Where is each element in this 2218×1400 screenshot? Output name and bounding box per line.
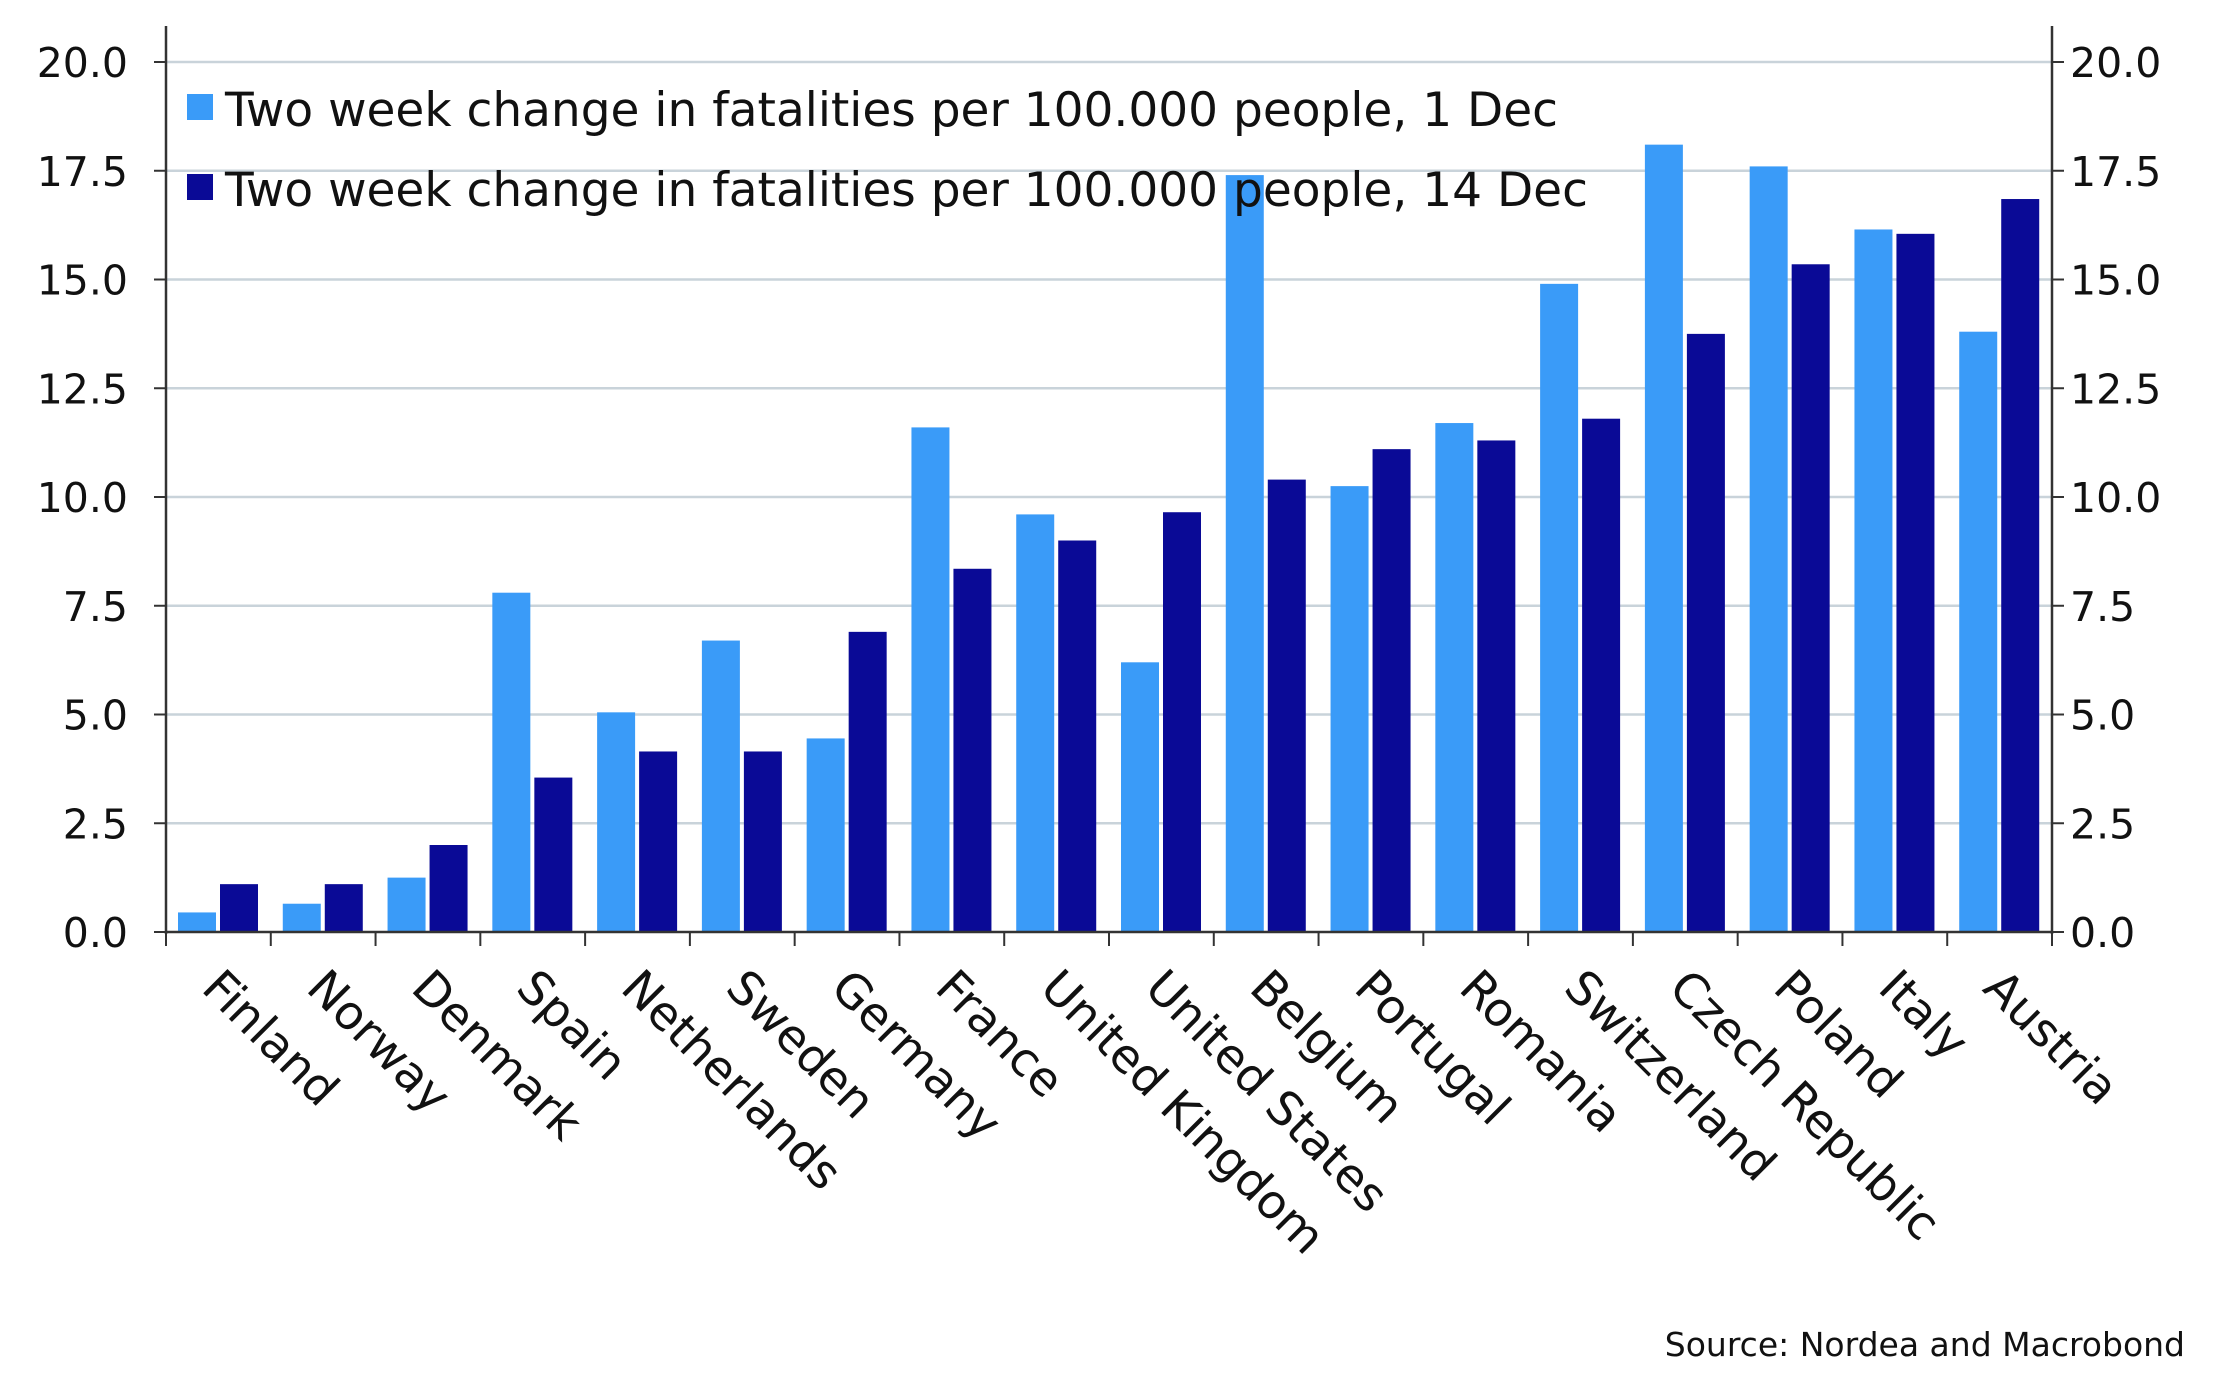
bar-1-dec-spain [492, 592, 531, 932]
legend-swatch-1-dec [187, 94, 213, 120]
bar-1-dec-portugal [1330, 486, 1369, 932]
right-tick-label: 5.0 [2070, 692, 2135, 740]
right-tick-label: 7.5 [2070, 583, 2135, 631]
bar-14-dec-portugal [1372, 449, 1411, 932]
bar-14-dec-belgium [1267, 479, 1306, 932]
bar-1-dec-finland [178, 912, 216, 932]
bar-14-dec-united-states [1163, 512, 1201, 932]
bar-1-dec-belgium [1225, 175, 1264, 933]
bar-14-dec-spain [534, 777, 573, 932]
bar-14-dec-czech-republic [1686, 333, 1725, 932]
right-tick-label: 15.0 [2070, 257, 2161, 305]
right-tick-label: 2.5 [2070, 800, 2135, 848]
right-tick-label: 17.5 [2070, 148, 2161, 196]
bar-14-dec-germany [848, 631, 887, 932]
bar-1-dec-switzerland [1540, 283, 1579, 933]
x-axis-categories: FinlandNorwayDenmarkSpainNetherlandsSwed… [192, 960, 2130, 1266]
bar-1-dec-denmark [387, 877, 426, 932]
legend-label-14-dec: Two week change in fatalities per 100.00… [224, 163, 1588, 218]
bar-1-dec-czech-republic [1644, 144, 1683, 932]
bar-1-dec-united-kingdom [1016, 514, 1055, 932]
left-tick-label: 20.0 [37, 39, 128, 87]
right-tick-label: 10.0 [2070, 474, 2161, 522]
bar-14-dec-france [953, 568, 992, 932]
bar-14-dec-denmark [429, 845, 468, 932]
bar-14-dec-sweden [743, 751, 782, 932]
gridlines [166, 60, 2052, 825]
bar-1-dec-norway [282, 903, 321, 932]
bar-1-dec-netherlands [597, 712, 636, 932]
right-tick-label: 0.0 [2070, 909, 2135, 957]
left-tick-label: 17.5 [37, 148, 128, 196]
bar-14-dec-finland [220, 884, 258, 932]
left-y-axis-ticks: 0.0 2.5 5.0 7.5 10.0 12.5 15.0 17.5 20.0 [37, 39, 166, 957]
bar-14-dec-norway [324, 884, 363, 932]
bar-1-dec-poland [1749, 166, 1788, 932]
axes [164, 26, 2054, 946]
legend: Two week change in fatalities per 100.00… [187, 83, 1588, 218]
bar-1-dec-romania [1435, 423, 1474, 932]
bars [178, 144, 2040, 933]
bar-14-dec-italy [1896, 233, 1935, 932]
legend-label-1-dec: Two week change in fatalities per 100.00… [224, 83, 1558, 138]
bar-14-dec-switzerland [1582, 418, 1621, 932]
right-tick-label: 12.5 [2070, 365, 2161, 413]
bar-14-dec-romania [1477, 440, 1516, 932]
legend-swatch-14-dec [187, 174, 213, 200]
category-label: Austria [1973, 960, 2129, 1116]
left-tick-label: 15.0 [37, 257, 128, 305]
bar-1-dec-italy [1854, 229, 1893, 933]
bar-1-dec-germany [806, 738, 845, 932]
bar-1-dec-united-states [1121, 662, 1159, 932]
bar-14-dec-poland [1791, 264, 1830, 932]
left-tick-label: 2.5 [63, 800, 128, 848]
right-tick-label: 20.0 [2070, 39, 2161, 87]
left-tick-label: 0.0 [63, 909, 128, 957]
left-tick-label: 7.5 [63, 583, 128, 631]
bar-14-dec-netherlands [639, 751, 678, 932]
left-tick-label: 5.0 [63, 692, 128, 740]
bar-1-dec-france [911, 427, 950, 932]
bar-14-dec-austria [2001, 199, 2040, 932]
bar-1-dec-austria [1959, 331, 1998, 932]
bar-1-dec-sweden [701, 640, 740, 932]
bar-14-dec-united-kingdom [1058, 540, 1097, 932]
left-tick-label: 12.5 [37, 365, 128, 413]
source-note: Source: Nordea and Macrobond [1665, 1325, 2185, 1364]
left-tick-label: 10.0 [37, 474, 128, 522]
right-y-axis-ticks: 0.0 2.5 5.0 7.5 10.0 12.5 15.0 17.5 20.0 [2052, 39, 2161, 957]
